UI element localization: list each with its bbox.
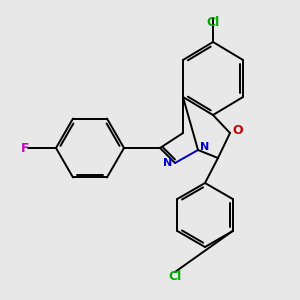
Text: O: O <box>233 124 243 137</box>
Text: F: F <box>21 142 29 154</box>
Text: Cl: Cl <box>206 16 220 29</box>
Text: Cl: Cl <box>168 271 182 284</box>
Text: N: N <box>200 142 210 152</box>
Text: N: N <box>164 158 172 168</box>
